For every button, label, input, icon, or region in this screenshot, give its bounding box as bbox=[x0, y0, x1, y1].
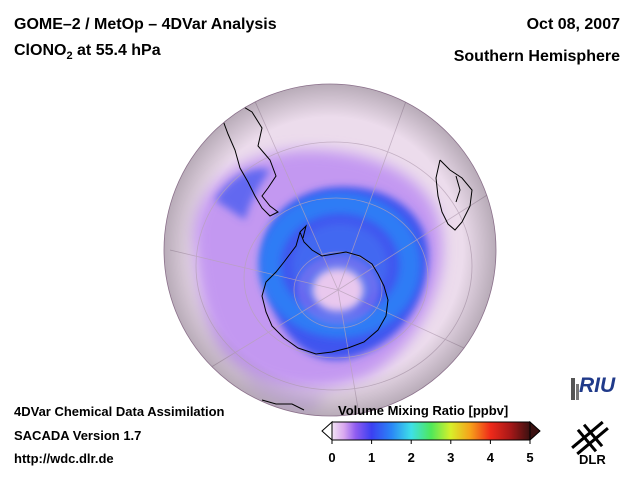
hemisphere-label: Southern Hemisphere bbox=[453, 48, 620, 65]
footer-assimilation: 4DVar Chemical Data Assimilation bbox=[14, 404, 225, 419]
colorbar-tick-label: 4 bbox=[486, 450, 494, 465]
colorbar-tick-label: 3 bbox=[447, 450, 455, 465]
species-subscript: 2 bbox=[66, 50, 73, 63]
footer-version: SACADA Version 1.7 bbox=[14, 428, 142, 443]
colorbar-title: Volume Mixing Ratio [ppbv] bbox=[338, 403, 509, 418]
analysis-date: Oct 08, 2007 bbox=[526, 16, 620, 33]
colorbar-tick-label: 2 bbox=[407, 450, 415, 465]
colorbar-min-arrow bbox=[321, 420, 333, 442]
species-level: at 55.4 hPa bbox=[72, 42, 161, 59]
map-title: GOME–2 / MetOp – 4DVar Analysis bbox=[14, 16, 277, 33]
dlr-emblem-icon bbox=[571, 420, 609, 456]
globe-edge bbox=[163, 83, 497, 417]
globe-disk bbox=[164, 84, 496, 416]
colorbar-max-arrow bbox=[529, 420, 541, 442]
colorbar-gradient bbox=[331, 421, 531, 441]
colorbar bbox=[321, 420, 541, 444]
colorbar-tick-label: 1 bbox=[367, 450, 376, 465]
dlr-logo-text: DLR bbox=[579, 452, 606, 467]
species-name: ClONO bbox=[14, 42, 67, 59]
footer-url[interactable]: http://wdc.dlr.de bbox=[14, 451, 114, 466]
riu-logo-text: RIU bbox=[579, 374, 616, 397]
species-label: ClONO2 at 55.4 hPa bbox=[14, 42, 161, 62]
colorbar-tick-label: 0 bbox=[328, 450, 336, 465]
riu-emblem-icon bbox=[571, 378, 579, 400]
colorbar-tick-label: 5 bbox=[526, 450, 534, 465]
